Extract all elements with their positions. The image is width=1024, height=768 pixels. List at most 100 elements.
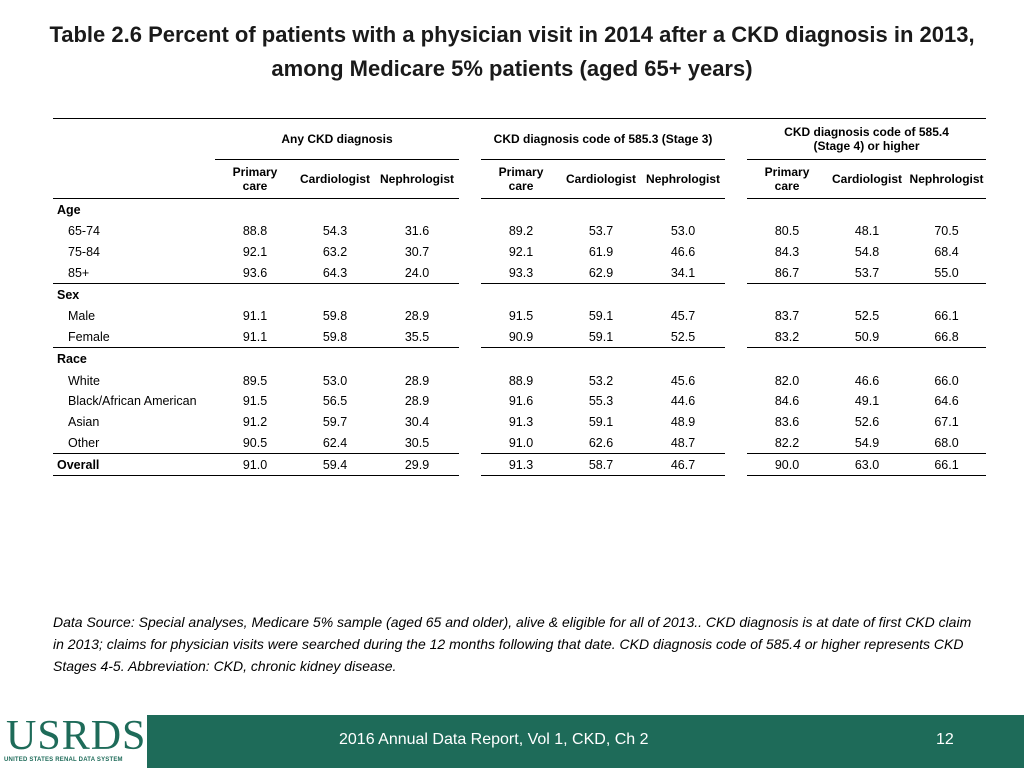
table-cell: 53.7	[827, 262, 908, 285]
table-cell: 61.9	[588, 245, 614, 260]
table-cell: 45.6	[670, 373, 696, 388]
table-cell: 64.3	[295, 262, 375, 285]
table-cell: 86.7	[747, 262, 828, 285]
table-cell: 91.3	[508, 415, 534, 430]
row-label: Female	[53, 326, 215, 349]
table-cell: 52.6	[854, 415, 880, 430]
table-cell: 84.3	[774, 245, 800, 260]
row-label: Asian	[68, 415, 100, 430]
table-cell: 91.0	[481, 432, 562, 455]
table-cell: 88.9	[508, 373, 534, 388]
table-cell: 58.7	[561, 453, 642, 476]
group-stage3: CKD diagnosis code of 585.3 (Stage 3)	[481, 118, 726, 160]
table-cell: 93.6	[215, 262, 295, 285]
title-line-2: among Medicare 5% patients (aged 65+ yea…	[271, 56, 753, 81]
table-cell: 28.9	[404, 309, 430, 324]
table-cell: 91.3	[481, 453, 562, 476]
table-cell: 31.6	[404, 224, 430, 239]
data-table: Any CKD diagnosis CKD diagnosis code of …	[53, 118, 987, 476]
table-cell: 35.5	[375, 326, 460, 349]
table-cell: 91.2	[242, 415, 268, 430]
table-cell: 59.4	[295, 453, 375, 476]
col-cardiologist: Cardiologist	[827, 159, 908, 199]
col-primary-care: Primary care	[747, 159, 828, 199]
group-stage4: CKD diagnosis code of 585.4 (Stage 4) or…	[747, 118, 987, 160]
table-cell: 89.2	[508, 224, 534, 239]
table-body: Age 65-74 88.8 54.3 31.6 89.2 53.7 53.0 80.5 48.…	[53, 199, 987, 476]
group-any-ckd: Any CKD diagnosis	[215, 118, 460, 160]
table-cell: 34.1	[641, 262, 726, 285]
row-label: Overall	[53, 453, 215, 476]
table-row: 65-74 88.8 54.3 31.6 89.2 53.7 53.0 80.5 48.1 70.…	[53, 221, 986, 242]
table-cell: 24.0	[375, 262, 460, 285]
group-header-row: Any CKD diagnosis CKD diagnosis code of …	[53, 118, 987, 160]
table-cell: 91.5	[242, 394, 268, 409]
table-row-overall: Overall 91.0 59.4 29.9 91.3 58.7 46.7 90.0 63.0 6…	[53, 453, 987, 476]
section-row: Race	[53, 348, 986, 371]
row-label: Other	[53, 432, 215, 455]
table-cell: 90.0	[747, 453, 828, 476]
table-cell: 91.5	[508, 309, 534, 324]
col-nephrologist: Nephrologist	[641, 159, 726, 199]
table-cell: 92.1	[242, 245, 268, 260]
table-cell: 54.3	[322, 224, 348, 239]
table-cell: 59.1	[588, 309, 614, 324]
table-cell: 59.8	[322, 309, 348, 324]
table-cell: 91.0	[215, 453, 295, 476]
table-cell: 62.4	[295, 432, 375, 455]
table-cell: 59.1	[561, 326, 642, 349]
section-row: Age	[53, 199, 986, 222]
table-cell: 93.3	[481, 262, 562, 285]
table-cell: 48.7	[641, 432, 726, 455]
table-row: Female 91.1 59.8 35.5 90.9 59.1 52.5 83.2 50.9 66…	[53, 326, 987, 349]
table-cell: 48.1	[854, 224, 880, 239]
table-row: 85+ 93.6 64.3 24.0 93.3 62.9 34.1 86.7 53.7 55.0	[53, 262, 987, 285]
table-cell: 46.7	[641, 453, 726, 476]
table-cell: 82.2	[747, 432, 828, 455]
page-number: 12	[936, 731, 954, 748]
table-cell: 55.0	[907, 262, 987, 285]
title-line-1: Table 2.6 Percent of patients with a phy…	[49, 22, 975, 47]
table-cell: 67.1	[934, 415, 959, 430]
table-row: Male 91.1 59.8 28.9 91.5 59.1 45.7 83.7 52.5 66.1	[53, 306, 986, 327]
table-cell: 90.5	[215, 432, 295, 455]
col-cardiologist: Cardiologist	[295, 159, 375, 199]
table-cell: 54.8	[854, 245, 880, 260]
table-cell: 88.8	[242, 224, 268, 239]
row-label: White	[68, 373, 100, 388]
table-cell: 59.8	[295, 326, 375, 349]
col-primary-care: Primary care	[215, 159, 295, 199]
table-cell: 82.0	[774, 373, 800, 388]
row-label: 65-74	[68, 224, 100, 239]
row-label: Male	[68, 309, 96, 324]
section-row: Sex	[53, 284, 986, 307]
table-cell: 59.1	[588, 415, 614, 430]
table-cell: 54.9	[827, 432, 908, 455]
section-sex: Sex	[57, 288, 80, 303]
table-cell: 66.8	[907, 326, 987, 349]
table-cell: 91.1	[242, 309, 268, 324]
table-row: 75-84 92.1 63.2 30.7 92.1 61.9 46.6 84.3 54.8 68.…	[53, 242, 986, 263]
group-stage4-line2: (Stage 4) or higher	[813, 139, 920, 153]
table-cell: 83.6	[774, 415, 800, 430]
table-cell: 89.5	[242, 373, 268, 388]
table-cell: 53.0	[322, 373, 348, 388]
row-label: Black/African American	[68, 394, 197, 409]
table-cell: 55.3	[588, 394, 614, 409]
table-cell: 91.6	[508, 394, 534, 409]
section-race: Race	[57, 352, 87, 367]
footer-bar: USRDS UNITED STATES RENAL DATA SYSTEM 20…	[0, 713, 1024, 768]
table-cell: 83.2	[747, 326, 828, 349]
table-cell: 62.6	[561, 432, 642, 455]
table-cell: 46.6	[854, 373, 880, 388]
table-cell: 62.9	[561, 262, 642, 285]
table-row: Other 90.5 62.4 30.5 91.0 62.6 48.7 82.2 54.9 68.…	[53, 432, 987, 455]
table-cell: 48.9	[670, 415, 696, 430]
table-cell: 66.1	[934, 309, 959, 324]
sub-header-row: Primary care Cardiologist Nephrologist Pr…	[53, 159, 987, 199]
table-cell: 84.6	[774, 394, 800, 409]
col-cardiologist: Cardiologist	[561, 159, 642, 199]
table-cell: 52.5	[854, 309, 880, 324]
group-stage4-line1: CKD diagnosis code of 585.4	[784, 125, 949, 139]
table-cell: 63.2	[322, 245, 348, 260]
